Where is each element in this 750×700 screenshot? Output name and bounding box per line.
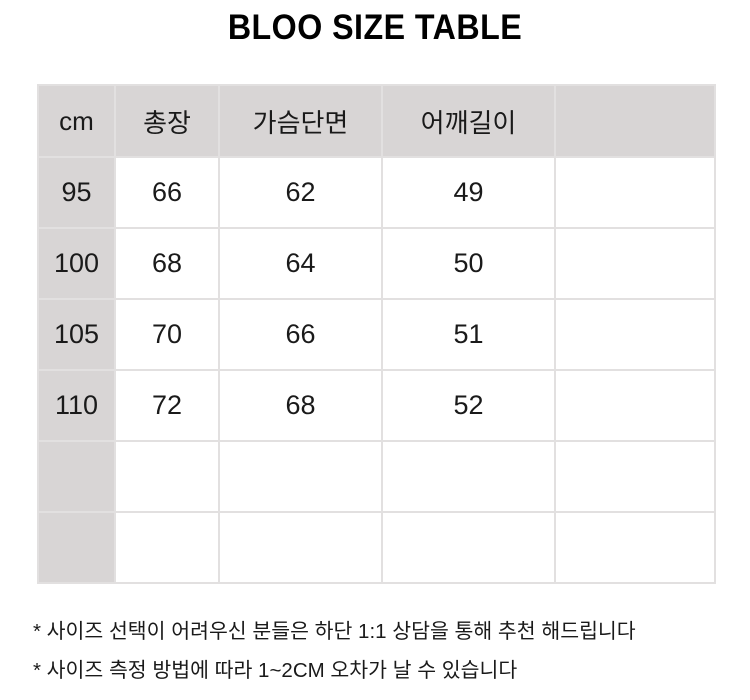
table-cell (381, 440, 556, 513)
table-cell: 72 (114, 369, 220, 442)
table-cell: 70 (114, 298, 220, 371)
notes: * 사이즈 선택이 어려우신 분들은 하단 1:1 상담을 통해 추천 해드립니… (33, 612, 636, 690)
table-cell (218, 440, 383, 513)
table-cell (554, 156, 716, 229)
table-cell (554, 298, 716, 371)
table-row (37, 511, 716, 584)
size-label-cell (37, 440, 116, 513)
size-label-cell (37, 511, 116, 584)
table-row: 105 70 66 51 (37, 298, 716, 371)
size-table: cm 총장 가슴단면 어깨길이 95 66 62 49 100 68 64 50 105 70 66 51 11… (37, 84, 716, 584)
column-header (554, 84, 716, 158)
table-cell: 66 (218, 298, 383, 371)
table-cell: 49 (381, 156, 556, 229)
table-cell: 66 (114, 156, 220, 229)
table-cell: 64 (218, 227, 383, 300)
table-row: 100 68 64 50 (37, 227, 716, 300)
table-row (37, 440, 716, 513)
table-header-row: cm 총장 가슴단면 어깨길이 (37, 84, 716, 158)
table-cell: 62 (218, 156, 383, 229)
table-cell: 68 (114, 227, 220, 300)
size-label-cell: 105 (37, 298, 116, 371)
table-cell (114, 511, 220, 584)
column-header: 어깨길이 (381, 84, 556, 158)
table-cell (554, 440, 716, 513)
page-title: BLOO SIZE TABLE (227, 8, 523, 47)
table-cell (554, 227, 716, 300)
size-label-cell: 110 (37, 369, 116, 442)
table-cell: 50 (381, 227, 556, 300)
table-cell (114, 440, 220, 513)
table-cell: 51 (381, 298, 556, 371)
table-cell (381, 511, 556, 584)
note-recommendation: * 사이즈 선택이 어려우신 분들은 하단 1:1 상담을 통해 추천 해드립니… (33, 620, 636, 643)
column-header: 총장 (114, 84, 220, 158)
size-label-cell: 100 (37, 227, 116, 300)
table-cell (554, 369, 716, 442)
table-cell: 68 (218, 369, 383, 442)
table-row: 110 72 68 52 (37, 369, 716, 442)
table-row: 95 66 62 49 (37, 156, 716, 229)
table-cell: 52 (381, 369, 556, 442)
note-measurement-error: * 사이즈 측정 방법에 따라 1~2CM 오차가 날 수 있습니다 (33, 659, 518, 682)
size-label-cell: 95 (37, 156, 116, 229)
column-header: cm (37, 84, 116, 158)
table-cell (554, 511, 716, 584)
table-cell (218, 511, 383, 584)
column-header: 가슴단면 (218, 84, 383, 158)
